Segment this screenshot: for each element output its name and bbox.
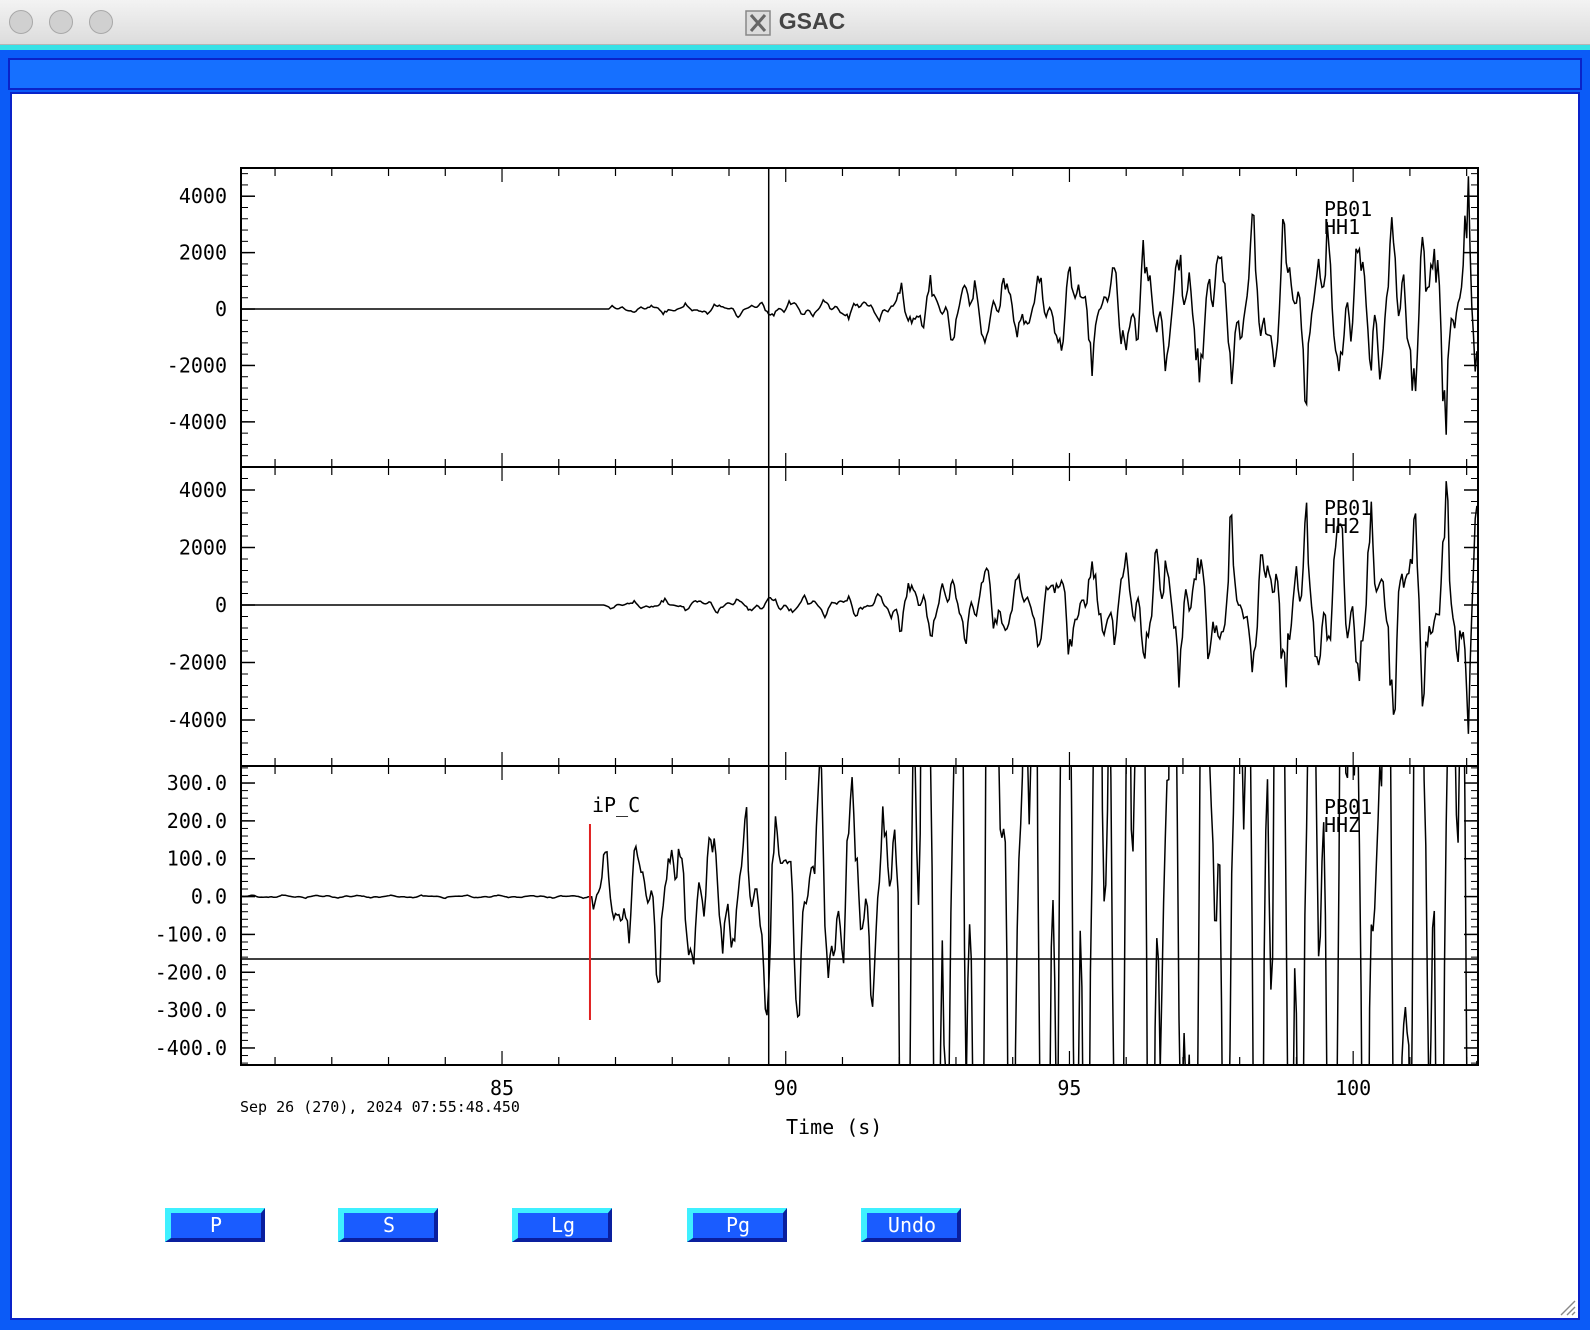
- start-time-label: Sep 26 (270), 2024 07:55:48.450: [240, 1098, 520, 1116]
- y-tick-label: 100.0: [167, 847, 227, 871]
- y-tick-label: -300.0: [155, 998, 227, 1022]
- y-tick-label: -4000: [167, 708, 227, 732]
- channel-label: HH1: [1324, 215, 1360, 239]
- y-tick-label: -200.0: [155, 960, 227, 984]
- y-tick-label: -2000: [167, 651, 227, 675]
- seismogram-plot[interactable]: 400020000-2000-4000PB01HH1400020000-2000…: [12, 94, 1578, 1318]
- y-tick-label: 0.0: [191, 885, 227, 909]
- y-tick-label: 4000: [179, 184, 227, 208]
- y-tick-label: 200.0: [167, 809, 227, 833]
- waveform-trace-hh1: [241, 176, 1477, 434]
- y-tick-label: -100.0: [155, 922, 227, 946]
- trace-panel-frame: [241, 168, 1478, 467]
- y-tick-label: -4000: [167, 410, 227, 434]
- resize-grip-icon[interactable]: [1558, 1298, 1576, 1316]
- y-tick-label: 0: [215, 297, 227, 321]
- plot-canvas[interactable]: 4000 2000 0 -2000 -4000 PB01 HH1 4000 2000 0 -2000…: [10, 92, 1580, 1320]
- x-axis-label: Time (s): [786, 1115, 882, 1139]
- y-tick-label: 0: [215, 593, 227, 617]
- pick-pg-button[interactable]: Pg: [687, 1208, 787, 1242]
- y-tick-label: 4000: [179, 478, 227, 502]
- y-tick-label: 2000: [179, 536, 227, 560]
- x-tick-label: 95: [1057, 1076, 1081, 1100]
- phase-pick-label: iP_C: [592, 793, 640, 817]
- channel-label: HH2: [1324, 514, 1360, 538]
- pick-lg-button[interactable]: Lg: [512, 1208, 612, 1242]
- x-tick-label: 100: [1335, 1076, 1371, 1100]
- pick-p-button[interactable]: P: [165, 1208, 265, 1242]
- y-tick-label: -2000: [167, 353, 227, 377]
- pick-s-button[interactable]: S: [338, 1208, 438, 1242]
- window-title-area: GSAC: [0, 8, 1590, 36]
- channel-label: HHZ: [1324, 813, 1360, 837]
- x11-icon: [745, 10, 771, 36]
- y-tick-label: -400.0: [155, 1036, 227, 1060]
- window-title: GSAC: [779, 8, 845, 34]
- waveform-trace-hhz: [241, 255, 1477, 1318]
- title-bar: GSAC: [0, 0, 1590, 45]
- gsac-frame: 4000 2000 0 -2000 -4000 PB01 HH1 4000 2000 0 -2000…: [0, 50, 1590, 1330]
- x-tick-label: 90: [774, 1076, 798, 1100]
- undo-button[interactable]: Undo: [861, 1208, 961, 1242]
- x-tick-label: 85: [490, 1076, 514, 1100]
- waveform-trace-hh2: [241, 481, 1477, 734]
- y-tick-label: 300.0: [167, 771, 227, 795]
- y-tick-label: 2000: [179, 241, 227, 265]
- frame-header-bar: [8, 58, 1582, 90]
